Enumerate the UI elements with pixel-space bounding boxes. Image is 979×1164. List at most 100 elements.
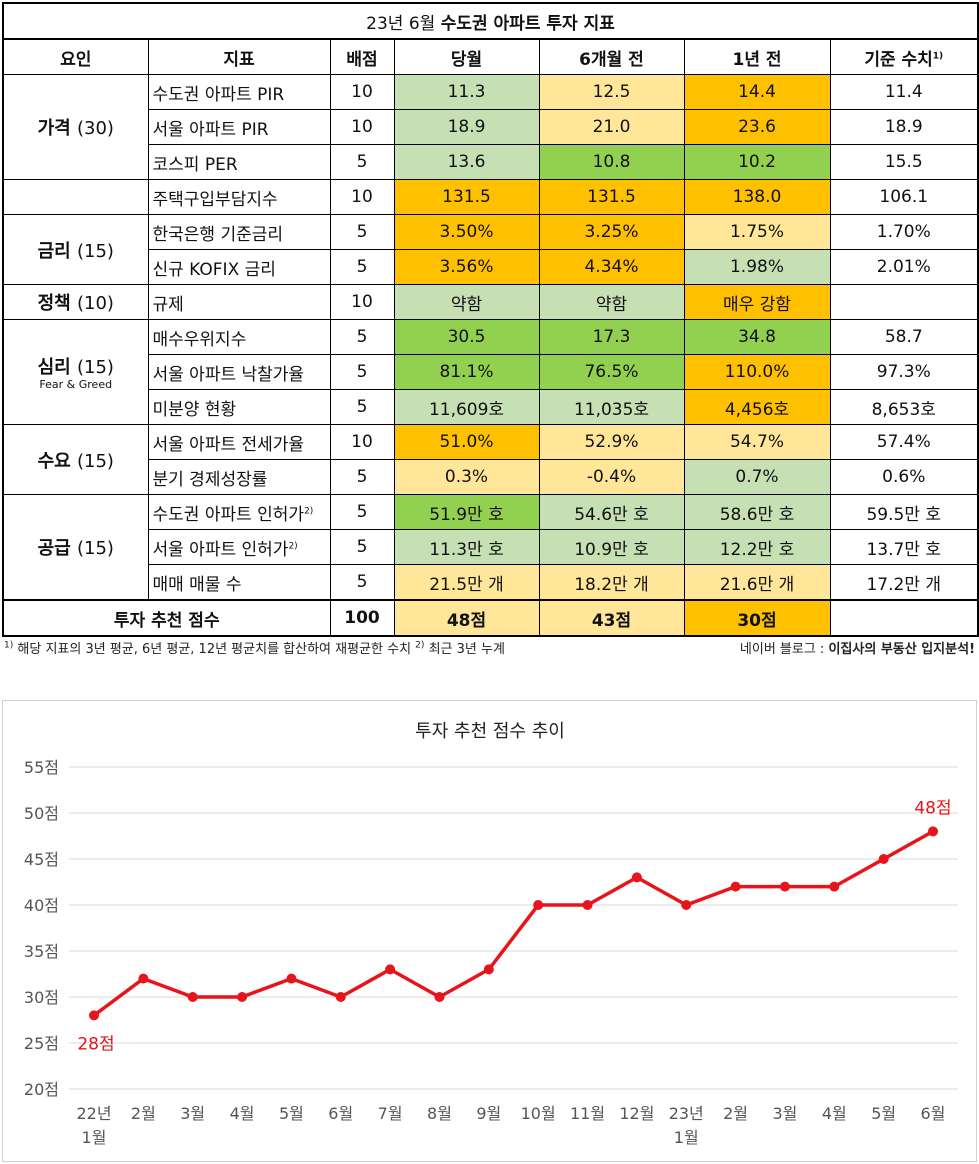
table-row: 심리 (15) Fear & Greed 매수우위지수 5 30.5 17.3 34.8 58… (2, 319, 979, 425)
x-tick-label: 6월 (921, 1104, 946, 1123)
factor-cell: 수요 (15) (2, 424, 149, 495)
current-cell: 3.50% (393, 214, 540, 250)
six-months-cell: -0.4% (538, 459, 685, 495)
title-prefix: 23년 6월 (366, 13, 436, 34)
baseline-cell (829, 284, 979, 320)
indicator-sup: 2) (288, 540, 298, 551)
x-tick-label: 4월 (822, 1104, 847, 1123)
six-months-cell: 10.9만 호 (538, 529, 685, 565)
table-row: 공급 (15) 수도권 아파트 인허가2) 5 51.9만 호 54.6만 호 58.6만… (2, 494, 979, 601)
current-cell: 81.1% (393, 354, 540, 390)
weight-cell: 5 (329, 459, 395, 495)
header-current: 당월 (393, 38, 540, 75)
indicator-name: 서울 아파트 인허가 (152, 539, 289, 560)
data-point (89, 1010, 99, 1021)
indicator-table: 23년 6월 수도권 아파트 투자 지표 요인 지표 배점 당월 6개월 전 1… (1, 2, 979, 637)
data-point (138, 973, 149, 984)
table-row: 주택구입부담지수 10 131.5 131.5 138.0 106.1 (2, 179, 979, 215)
y-tick-label: 40점 (24, 896, 59, 915)
header-factor: 요인 (2, 38, 149, 75)
six-months-cell: 10.8 (538, 144, 685, 180)
indicator-name: 서울 아파트 낙찰가율 (152, 364, 305, 385)
current-cell: 18.9 (393, 109, 540, 145)
indicator-sup: 2) (304, 505, 314, 516)
factor-score: (10) (76, 293, 114, 314)
factor-name: 정책 (37, 293, 71, 314)
table-row: 서울 아파트 낙찰가율 5 81.1% 76.5% 110.0% 97.3% (3, 354, 979, 390)
indicator-name: 수도권 아파트 PIR (152, 84, 285, 105)
table-row: 서울 아파트 인허가2) 5 11.3만 호 10.9만 호 12.2만 호 13.7만 … (3, 529, 979, 565)
indicator-cell: 신규 KOFIX 금리 (147, 249, 331, 285)
factor-score: (15) (76, 240, 114, 262)
indicator-name: 수도권 아파트 인허가 (152, 504, 305, 525)
y-tick-label: 45점 (24, 850, 59, 869)
data-point (335, 992, 346, 1002)
total-weight: 100 (329, 599, 395, 637)
six-months-cell: 52.9% (538, 424, 685, 460)
source-prefix: 네이버 블로그 : (739, 642, 829, 657)
data-point (385, 964, 396, 975)
table-row: 매매 매물 수 5 21.5만 개 18.2만 개 21.6만 개 17.2만 개 (3, 564, 979, 601)
indicator-cell: 미분양 현황 (147, 389, 331, 425)
current-cell: 131.5 (393, 179, 540, 215)
baseline-cell: 58.7 (829, 319, 979, 355)
factor-name: 금리 (37, 240, 71, 262)
data-point (237, 992, 248, 1002)
weight-cell: 5 (329, 319, 395, 355)
data-point (434, 992, 445, 1002)
factor-cell: 심리 (15) Fear & Greed (2, 319, 149, 425)
weight-cell: 5 (329, 389, 395, 425)
chart-title: 투자 추천 점수 추이 (415, 721, 565, 742)
six-months-cell: 12.5 (538, 74, 685, 110)
header-row: 요인 지표 배점 당월 6개월 전 1년 전 기준 수치1) (2, 38, 979, 75)
table-row: 수요 (15) 서울 아파트 전세가율 10 51.0% 52.9% 54.7% 57.4% (2, 424, 979, 495)
indicator-name: 서울 아파트 전세가율 (152, 434, 305, 455)
header-one-year: 1년 전 (683, 38, 831, 75)
baseline-cell: 59.5만 호 (829, 494, 979, 530)
indicator-cell: 분기 경제성장률 (147, 459, 331, 495)
title-bold: 수도권 아파트 투자 지표 (440, 13, 615, 34)
current-cell: 약함 (393, 284, 540, 320)
indicator-cell: 한국은행 기준금리 (147, 214, 331, 250)
factor-score: (30) (76, 118, 114, 139)
current-cell: 0.3% (393, 459, 540, 495)
weight-cell: 5 (329, 354, 395, 390)
indicator-name: 매매 매물 수 (152, 574, 242, 595)
x-tick-label: 7월 (378, 1104, 403, 1123)
table-row: 가격 (30) 수도권 아파트 PIR 10 11.3 12.5 14.4 11.4 (2, 74, 979, 180)
baseline-cell: 18.9 (829, 109, 979, 145)
factor-cell (2, 179, 149, 215)
total-baseline (829, 599, 979, 637)
indicator-cell: 수도권 아파트 인허가2) (147, 494, 331, 530)
table-row: 코스피 PER 5 13.6 10.8 10.2 15.5 (3, 144, 979, 180)
weight-cell: 5 (329, 144, 395, 180)
baseline-cell: 17.2만 개 (829, 564, 979, 601)
baseline-cell: 8,653호 (829, 389, 979, 425)
header-baseline-sup: 1) (932, 50, 944, 61)
x-tick-label: 12월 (619, 1104, 654, 1123)
weight-cell: 10 (329, 74, 395, 110)
x-tick-label: 5월 (279, 1104, 304, 1123)
baseline-cell: 106.1 (829, 179, 979, 215)
indicator-name: 규제 (152, 294, 184, 315)
current-cell: 21.5만 개 (393, 564, 540, 601)
one-year-cell: 58.6만 호 (683, 494, 831, 530)
footnote-source: 네이버 블로그 : 이집사의 부동산 입지분석! (740, 638, 975, 657)
table-row: 서울 아파트 PIR 10 18.9 21.0 23.6 18.9 (3, 109, 979, 145)
six-months-cell: 약함 (538, 284, 685, 320)
source-name: 이집사의 부동산 입지분석! (828, 642, 975, 657)
baseline-cell: 11.4 (829, 74, 979, 110)
table-row: 미분양 현황 5 11,609호 11,035호 4,456호 8,653호 (3, 389, 979, 425)
x-tick-label: 1월 (674, 1128, 699, 1147)
data-point (730, 881, 741, 892)
one-year-cell: 138.0 (683, 179, 831, 215)
one-year-cell: 0.7% (683, 459, 831, 495)
total-row: 투자 추천 점수 100 48점 43점 30점 (2, 599, 979, 637)
x-tick-label: 2월 (131, 1104, 156, 1123)
current-cell: 11.3 (393, 74, 540, 110)
score-trend-chart: 투자 추천 점수 추이 20점 25점 30점 35점 40점 45점 50점 55점 22년 1월… (2, 700, 977, 1162)
current-cell: 11,609호 (393, 389, 540, 425)
indicator-name: 한국은행 기준금리 (152, 224, 284, 245)
series-line (92, 829, 934, 1017)
data-point (829, 881, 840, 892)
